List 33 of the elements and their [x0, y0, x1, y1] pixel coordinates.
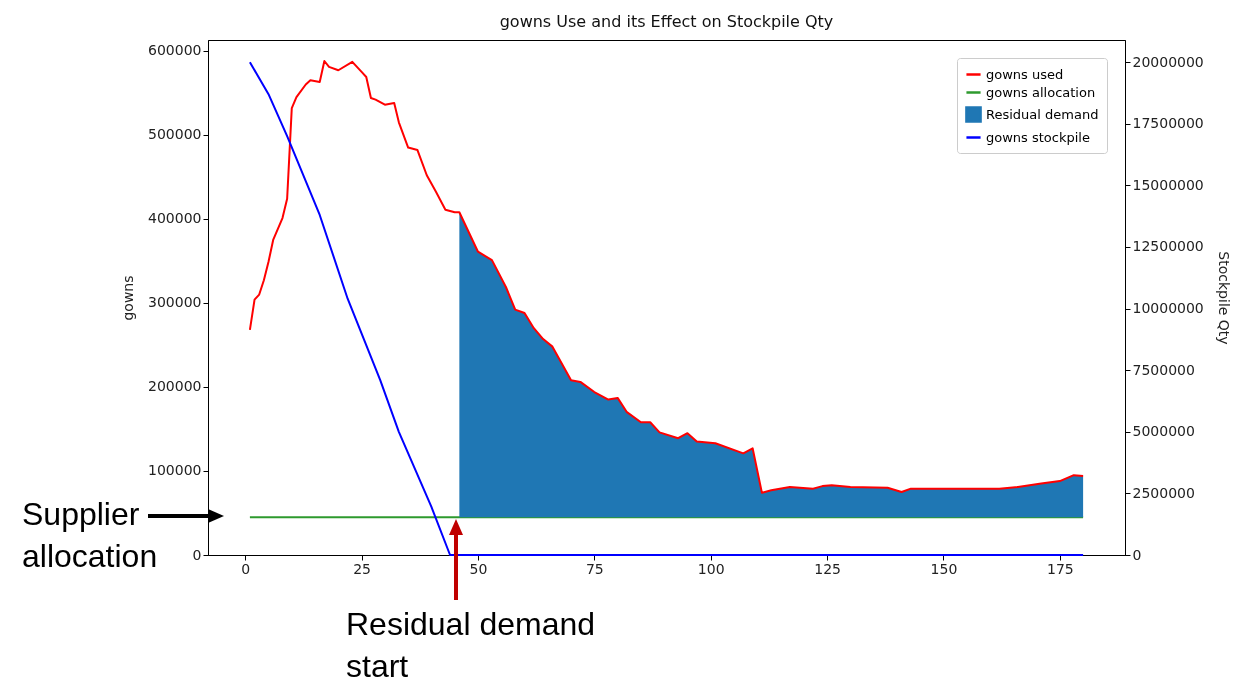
y2-axis-title: Stockpile Qty — [1215, 251, 1232, 345]
y-tick-label: 100000 — [148, 462, 202, 479]
x-tick-label: 100 — [697, 560, 725, 577]
y2-tick-label: 17500000 — [1132, 115, 1204, 132]
y-tick-label: 400000 — [148, 210, 202, 227]
y-tick-label: 0 — [192, 546, 202, 563]
text: Residual demand start — [346, 605, 597, 685]
x-tick-label: 25 — [353, 560, 372, 577]
text: Supplier allocation — [22, 496, 158, 574]
legend-label: gowns allocation — [986, 84, 1096, 100]
x-tick-label: 50 — [469, 560, 488, 577]
chart-title: gowns Use and its Effect on Stockpile Qty — [499, 12, 834, 31]
y2-tick-label: 7500000 — [1132, 361, 1195, 378]
y-tick-label: 200000 — [148, 378, 202, 395]
x-tick-label: 175 — [1046, 560, 1074, 577]
y-tick-label: 600000 — [148, 42, 202, 59]
legend-label: gowns used — [986, 66, 1064, 82]
y-axis-title: gowns — [120, 275, 137, 321]
x-tick-label: 150 — [930, 560, 958, 577]
y-tick-label: 500000 — [148, 126, 202, 143]
legend-label: Residual demand — [986, 106, 1099, 122]
x-tick-label: 0 — [241, 560, 251, 577]
legend-label: gowns stockpile — [986, 129, 1090, 145]
x-tick-label: 75 — [585, 560, 604, 577]
y2-tick-label: 5000000 — [1132, 423, 1195, 440]
y2-tick-label: 12500000 — [1132, 238, 1204, 255]
y2-tick-label: 20000000 — [1132, 53, 1204, 70]
y2-tick-label: 15000000 — [1132, 176, 1204, 193]
y2-tick-label: 10000000 — [1132, 300, 1204, 317]
x-tick-label: 125 — [814, 560, 841, 577]
y-tick-label: 300000 — [148, 294, 202, 311]
y2-tick-label: 0 — [1132, 546, 1142, 563]
y2-tick-label: 2500000 — [1132, 484, 1195, 501]
